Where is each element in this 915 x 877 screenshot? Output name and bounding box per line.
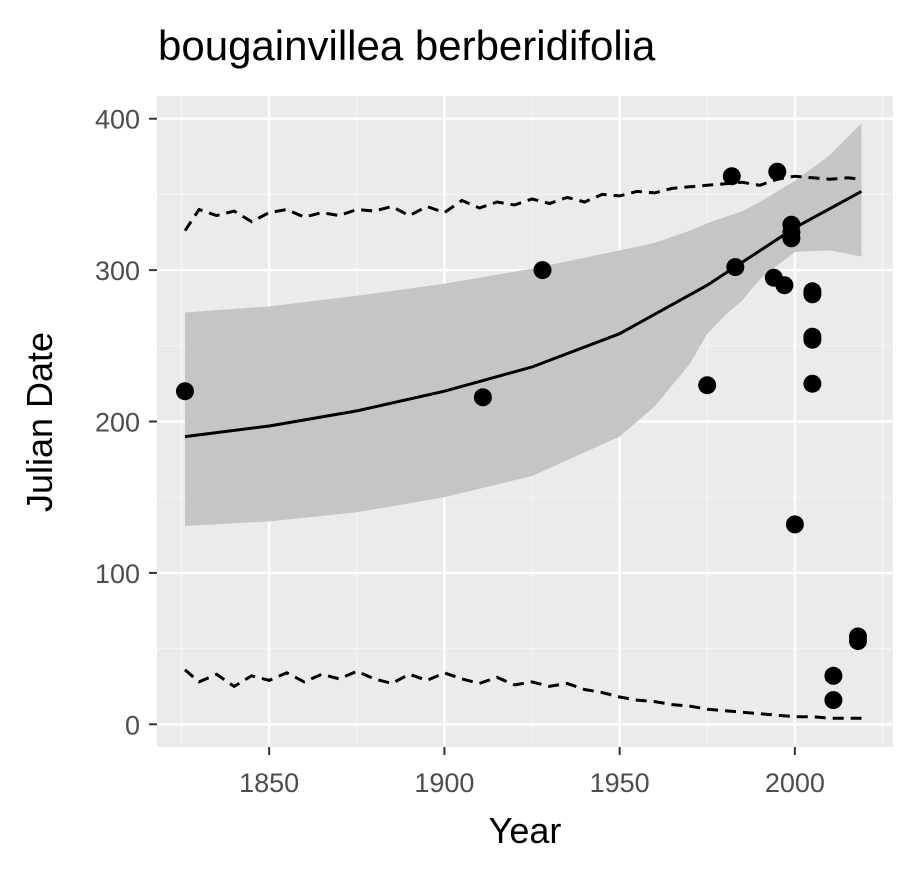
line-layer — [183, 174, 863, 720]
data-point — [176, 382, 194, 401]
data-point — [775, 276, 794, 295]
y-tick-label: 400 — [95, 105, 140, 135]
data-point — [849, 632, 867, 650]
y-tick-label: 200 — [95, 408, 140, 438]
x-tick-label: 1900 — [414, 768, 474, 798]
x-tick-label: 1850 — [239, 768, 299, 798]
upper-dashed-line — [183, 174, 862, 232]
axis-layer: 1850 1900 1950 2000 0 100 200 300 400 — [95, 105, 825, 798]
data-point — [782, 229, 801, 248]
data-point — [803, 330, 822, 349]
data-point — [473, 388, 492, 407]
data-point — [533, 261, 552, 280]
data-point — [803, 374, 822, 393]
point-layer — [176, 162, 867, 710]
chart-title: bougainvillea berberidifolia — [158, 22, 656, 69]
data-point — [698, 376, 717, 395]
x-tick-label: 1950 — [590, 768, 650, 798]
data-point — [824, 691, 843, 710]
y-axis-title: Julian Date — [19, 332, 60, 512]
confidence-band-layer — [185, 123, 862, 527]
y-tick-label: 100 — [95, 559, 140, 589]
data-point — [726, 258, 745, 277]
x-tick-label: 2000 — [765, 768, 825, 798]
data-point — [785, 515, 804, 534]
data-point — [768, 162, 787, 181]
y-tick-label: 0 — [125, 710, 140, 740]
fit-line — [184, 190, 863, 439]
confidence-band — [185, 123, 862, 527]
data-point — [803, 285, 822, 304]
data-point — [824, 666, 843, 685]
lower-dashed-line — [184, 668, 862, 720]
x-axis-title: Year — [489, 810, 562, 851]
y-tick-label: 300 — [95, 256, 140, 286]
data-point — [722, 167, 741, 186]
